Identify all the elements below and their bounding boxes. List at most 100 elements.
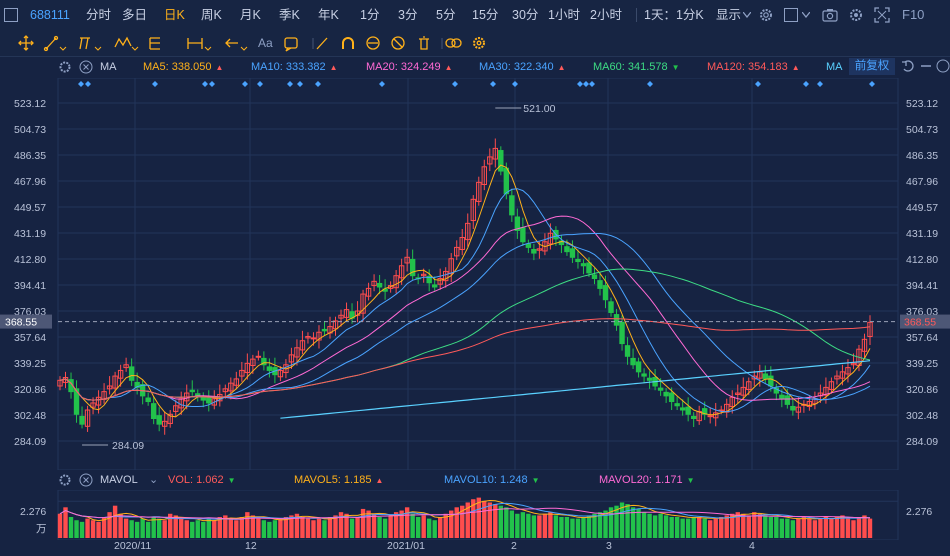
candle-body (371, 280, 377, 287)
period-tab[interactable]: 1分 (360, 8, 380, 22)
candlestick-chart[interactable]: 523.12 523.12 504.73 504.73 486.35 486.35 467.… (0, 78, 950, 470)
event-marker-icon[interactable] (78, 81, 84, 87)
fullscreen-icon[interactable] (874, 7, 890, 23)
event-marker-icon[interactable] (242, 81, 248, 87)
candle-body (613, 314, 620, 326)
event-marker-icon[interactable] (85, 81, 91, 87)
volume-axis-left: 2.276 (20, 506, 47, 518)
note-icon[interactable] (284, 37, 298, 52)
y-tick-label-left: 467.96 (14, 176, 46, 188)
candle-body (128, 366, 135, 381)
hide-icon[interactable] (391, 36, 405, 50)
event-marker-icon[interactable] (287, 81, 293, 87)
event-marker-icon[interactable] (647, 81, 653, 87)
period-tab[interactable]: 年K (318, 8, 339, 22)
period-tab[interactable]: 1小时 (548, 8, 580, 22)
gear-icon[interactable] (58, 60, 72, 74)
crosshair-icon[interactable] (18, 35, 34, 51)
delete-icon[interactable] (419, 36, 429, 50)
event-marker-icon[interactable] (755, 81, 761, 87)
candle-body (509, 195, 515, 216)
candle-body (470, 198, 476, 222)
period-tab[interactable]: 季K (279, 8, 300, 22)
channel-tool-icon[interactable] (79, 37, 90, 50)
camera-icon[interactable] (822, 8, 838, 22)
plus-icon[interactable] (936, 59, 950, 73)
event-marker-icon[interactable] (490, 81, 496, 87)
event-marker-icon[interactable] (202, 81, 208, 87)
ma-indicator-name[interactable]: MA (100, 61, 117, 73)
y-tick-label-right: 320.86 (906, 384, 938, 396)
checkbox-icon[interactable] (784, 8, 798, 22)
event-marker-icon[interactable] (257, 81, 263, 87)
event-marker-icon[interactable] (452, 81, 458, 87)
period-tab[interactable]: 周K (201, 8, 222, 22)
volume-bar (504, 507, 509, 538)
candle-body (106, 385, 113, 390)
period-tab[interactable]: 5分 (436, 8, 456, 22)
minus-icon[interactable] (920, 59, 932, 73)
event-marker-icon[interactable] (297, 81, 303, 87)
candle-body (288, 354, 295, 363)
display-dropdown[interactable]: 显示 (716, 8, 742, 22)
volume-bar (79, 521, 85, 538)
period-tab[interactable]: 3分 (398, 8, 418, 22)
candle-body (481, 166, 487, 185)
gear-icon[interactable] (758, 7, 774, 23)
settings-small-icon[interactable] (473, 37, 485, 49)
magnet-icon[interactable] (342, 37, 354, 49)
candle-body (520, 227, 526, 243)
volume-bar (382, 518, 388, 538)
mavol-chevron-icon[interactable]: ⌄ (149, 474, 159, 486)
volume-bar (608, 507, 614, 538)
link-icon[interactable] (445, 38, 462, 48)
ma-long-line (280, 360, 871, 419)
period-tab-active[interactable]: 日K (164, 8, 185, 22)
event-marker-icon[interactable] (817, 81, 823, 87)
candle-body (255, 355, 262, 358)
event-marker-icon[interactable] (803, 81, 809, 87)
volume-bar (393, 512, 399, 538)
arrow-tool-icon[interactable] (225, 38, 238, 48)
event-marker-icon[interactable] (589, 81, 595, 87)
line-tool-icon[interactable] (43, 35, 59, 52)
f10-button[interactable]: F10 (902, 7, 925, 22)
fuquan-button[interactable]: 前复权 (849, 58, 895, 75)
period-tab[interactable]: 15分 (472, 8, 499, 22)
period-tab[interactable]: 月K (240, 8, 261, 22)
y-tick-label-left: 504.73 (14, 124, 46, 136)
period-dropdown[interactable]: 1天：1分K (644, 8, 704, 22)
ruler-icon[interactable] (316, 37, 328, 50)
undo-icon[interactable] (901, 59, 915, 73)
panel-toggle-icon[interactable] (4, 8, 18, 22)
chevron-down-icon[interactable] (743, 11, 751, 19)
event-marker-icon[interactable] (583, 81, 589, 87)
volume-bar (333, 515, 338, 538)
period-tab[interactable]: 分时 (86, 8, 112, 22)
close-icon[interactable] (79, 473, 93, 487)
event-marker-icon[interactable] (152, 81, 158, 87)
chevron-down-icon[interactable] (802, 11, 810, 19)
event-marker-icon[interactable] (379, 81, 385, 87)
close-icon[interactable] (79, 60, 93, 74)
wave-tool-icon[interactable] (114, 36, 132, 48)
period-tab[interactable]: 30分 (512, 8, 539, 22)
pitchfork-icon[interactable] (149, 37, 160, 50)
event-marker-icon[interactable] (869, 81, 875, 87)
event-marker-icon[interactable] (577, 81, 583, 87)
candle-body (310, 337, 317, 340)
text-tool-icon[interactable]: Aa (258, 36, 273, 50)
volume-chart[interactable] (0, 490, 950, 540)
period-tab[interactable]: 多日 (122, 8, 148, 22)
gear-icon[interactable] (58, 473, 72, 487)
mavol-indicator-name[interactable]: MAVOL (100, 474, 138, 486)
candle-body (525, 243, 532, 248)
eye-icon[interactable] (366, 36, 380, 50)
event-marker-icon[interactable] (512, 81, 518, 87)
horizontal-tool-icon[interactable] (187, 38, 203, 49)
settings-icon[interactable] (848, 7, 864, 23)
event-marker-icon[interactable] (315, 81, 321, 87)
period-tab[interactable]: 2小时 (590, 8, 622, 22)
event-marker-icon[interactable] (209, 81, 215, 87)
volume-bar (586, 515, 592, 538)
